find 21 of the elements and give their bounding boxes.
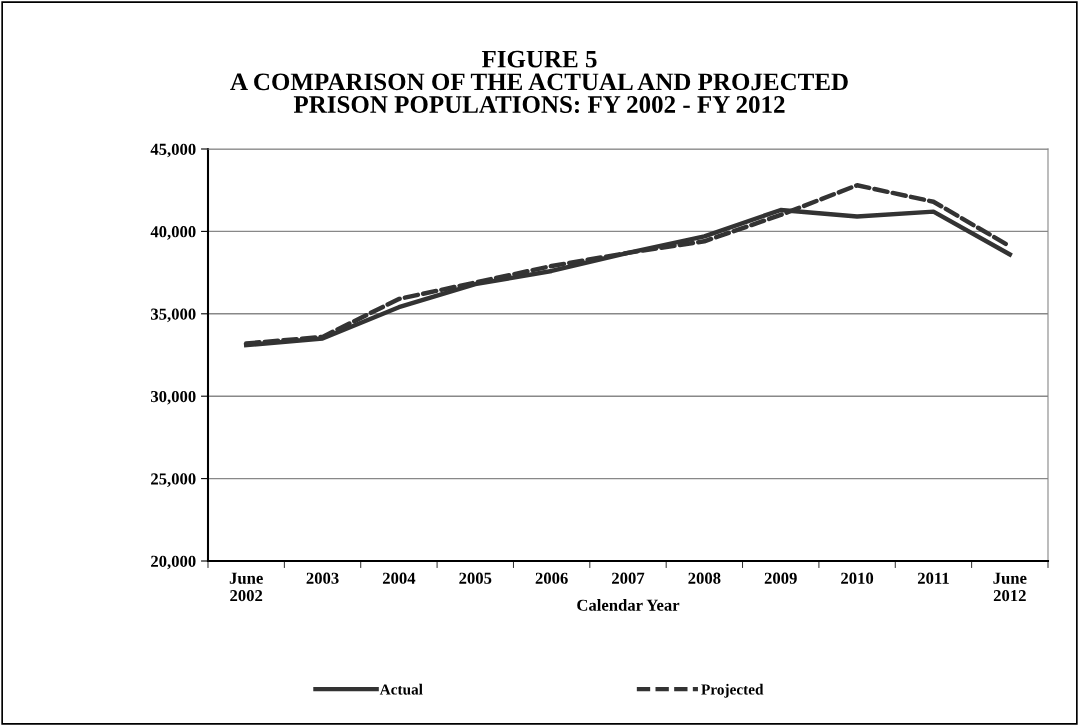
x-tick-label: 2008: [688, 572, 721, 584]
y-tick-label: 30,000: [150, 390, 196, 405]
x-tick-label: 2011: [917, 572, 949, 584]
x-tick-label: 2010: [841, 572, 874, 584]
x-tick-label: 2009: [764, 572, 797, 584]
legend-label: Actual: [379, 683, 423, 695]
x-tick-label: 2007: [612, 572, 645, 584]
x-tick-label: 2003: [306, 572, 339, 584]
x-axis-title: Calendar Year: [577, 599, 680, 611]
chart-title: FIGURE 5 A COMPARISON OF THE ACTUAL AND PROJECTED PRISON POPULATIONS: FY 2002 - FY 2012: [230, 50, 848, 114]
x-tick-label: 2006: [535, 572, 568, 584]
y-tick-label: 45,000: [150, 143, 196, 158]
y-tick-label: 20,000: [151, 555, 196, 570]
y-tick-label: 40,000: [150, 226, 196, 240]
legend-label: Projected: [701, 683, 764, 698]
y-tick-label: 35,000: [150, 308, 196, 323]
x-tick-label: June 2012: [993, 572, 1027, 602]
y-tick-label: 25,000: [151, 473, 196, 487]
x-tick-label: 2004: [382, 572, 416, 584]
x-tick-label: June 2002: [229, 572, 263, 602]
x-tick-label: 2005: [459, 572, 492, 584]
